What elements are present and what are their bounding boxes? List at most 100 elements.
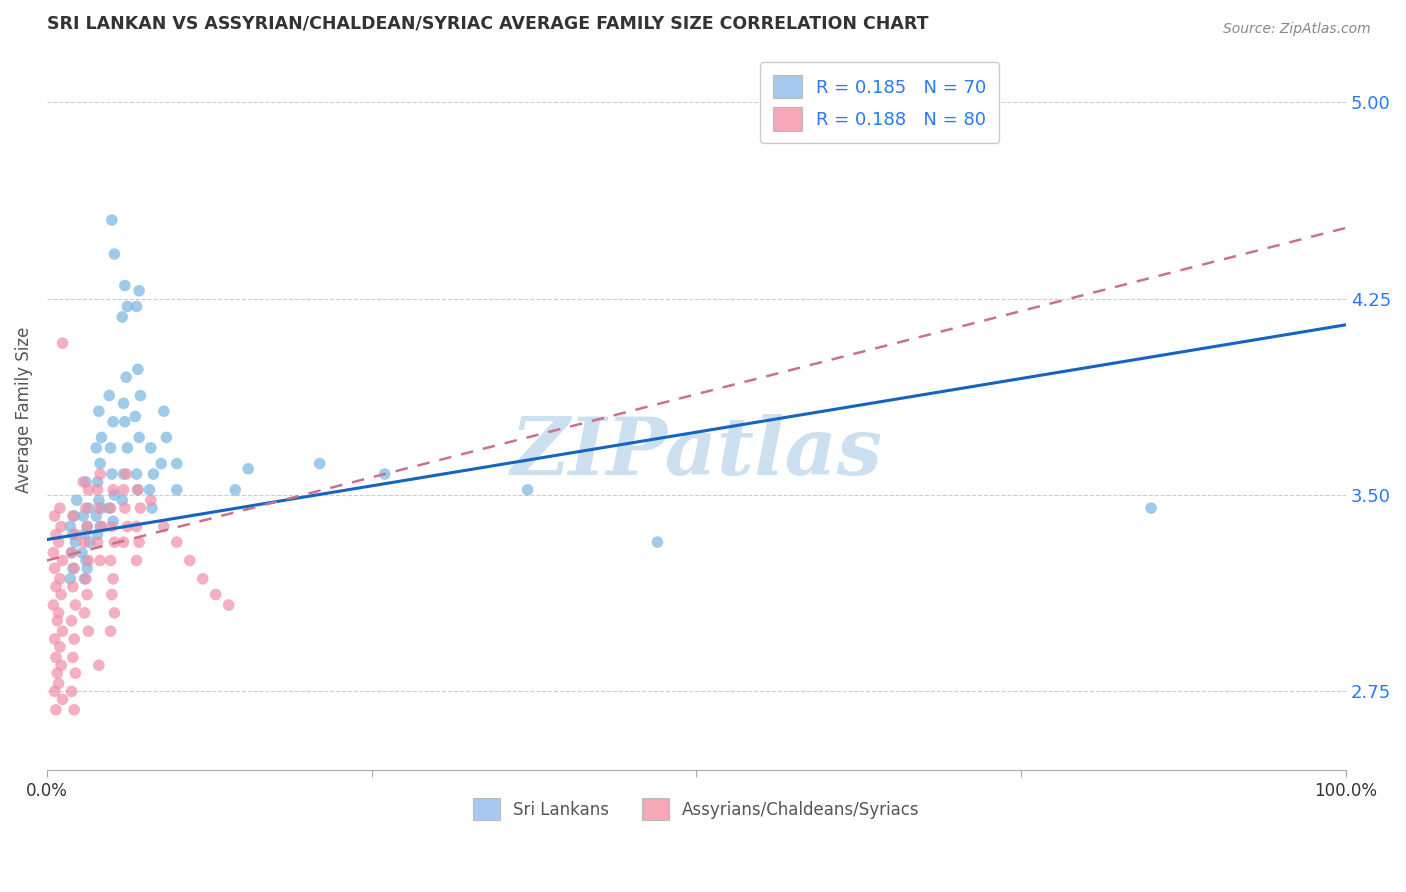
Point [647, 535, 669, 549]
Point [66, 493, 89, 508]
Point [75, 553, 97, 567]
Point [117, 519, 139, 533]
Point [125, 553, 148, 567]
Point [51, 519, 73, 533]
Point [73, 535, 96, 549]
Point [138, 483, 160, 497]
Point [49, 501, 72, 516]
Point [46, 614, 69, 628]
Point [139, 493, 162, 508]
Point [51, 692, 73, 706]
Point [103, 488, 125, 502]
Point [191, 572, 214, 586]
Point [59, 572, 82, 586]
Point [89, 519, 111, 533]
Point [51, 624, 73, 639]
Point [179, 553, 201, 567]
Text: SRI LANKAN VS ASSYRIAN/CHALDEAN/SYRIAC AVERAGE FAMILY SIZE CORRELATION CHART: SRI LANKAN VS ASSYRIAN/CHALDEAN/SYRIAC A… [46, 15, 928, 33]
Point [51, 658, 73, 673]
Point [73, 527, 96, 541]
Point [60, 546, 83, 560]
Point [112, 467, 135, 481]
Point [101, 483, 124, 497]
Point [62, 650, 84, 665]
Point [63, 561, 86, 575]
Point [45, 703, 67, 717]
Point [44, 508, 66, 523]
Point [125, 300, 148, 314]
Point [128, 284, 150, 298]
Point [75, 475, 97, 489]
Point [59, 519, 82, 533]
Point [86, 483, 108, 497]
Point [86, 527, 108, 541]
Point [44, 684, 66, 698]
Point [101, 588, 124, 602]
Point [62, 508, 84, 523]
Point [204, 588, 226, 602]
Point [117, 300, 139, 314]
Point [77, 483, 100, 497]
Point [98, 388, 121, 402]
Point [86, 535, 108, 549]
Point [101, 213, 124, 227]
Point [79, 535, 101, 549]
Point [76, 519, 98, 533]
Point [84, 441, 107, 455]
Point [101, 519, 124, 533]
Point [124, 409, 146, 424]
Point [238, 462, 260, 476]
Point [128, 535, 150, 549]
Point [51, 336, 73, 351]
Point [114, 415, 136, 429]
Point [103, 606, 125, 620]
Point [166, 483, 188, 497]
Point [65, 527, 87, 541]
Point [127, 362, 149, 376]
Point [125, 467, 148, 481]
Point [111, 310, 134, 324]
Point [101, 572, 124, 586]
Point [73, 572, 96, 586]
Point [112, 535, 135, 549]
Point [114, 278, 136, 293]
Point [44, 561, 66, 575]
Point [51, 588, 73, 602]
Text: Source: ZipAtlas.com: Source: ZipAtlas.com [1223, 22, 1371, 37]
Point [73, 606, 96, 620]
Point [86, 475, 108, 489]
Point [49, 572, 72, 586]
Point [127, 483, 149, 497]
Point [98, 501, 121, 516]
Point [70, 546, 93, 560]
Point [150, 457, 173, 471]
Point [62, 561, 84, 575]
Point [114, 501, 136, 516]
Point [115, 467, 138, 481]
Point [90, 501, 112, 516]
Point [90, 430, 112, 444]
Point [374, 467, 396, 481]
Point [87, 658, 110, 673]
Point [42, 546, 65, 560]
Point [125, 519, 148, 533]
Point [77, 624, 100, 639]
Point [128, 430, 150, 444]
Point [112, 483, 135, 497]
Point [60, 546, 83, 560]
Point [87, 493, 110, 508]
Point [103, 535, 125, 549]
Point [42, 598, 65, 612]
Point [62, 580, 84, 594]
Y-axis label: Average Family Size: Average Family Size [15, 326, 32, 493]
Point [87, 404, 110, 418]
Point [117, 441, 139, 455]
Point [152, 519, 174, 533]
Point [218, 598, 240, 612]
Point [45, 580, 67, 594]
Legend: Sri Lankans, Assyrians/Chaldeans/Syriacs: Sri Lankans, Assyrians/Chaldeans/Syriacs [467, 792, 927, 827]
Point [51, 553, 73, 567]
Point [115, 370, 138, 384]
Point [44, 632, 66, 646]
Point [65, 535, 87, 549]
